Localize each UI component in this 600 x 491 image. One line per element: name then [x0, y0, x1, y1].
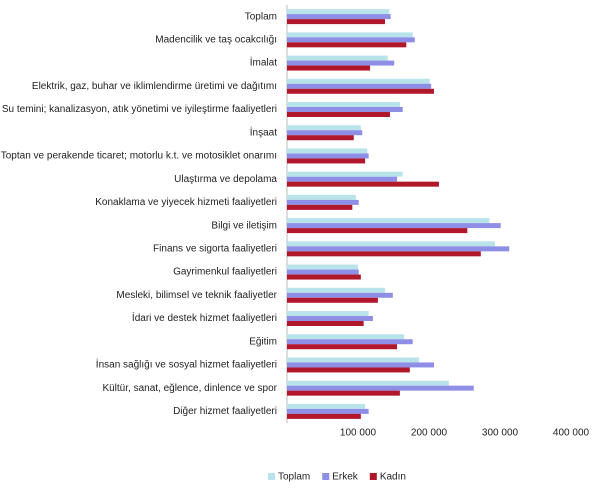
y-tick-label: İnsan sağlığı ve sosyal hizmet faaliyetl… [96, 358, 277, 371]
bar [287, 148, 368, 154]
y-tick-label: İmalat [250, 56, 277, 69]
bar [287, 112, 390, 117]
bar [287, 413, 361, 419]
bar [287, 181, 439, 187]
bar [287, 194, 356, 200]
bar [287, 88, 434, 94]
bar [287, 158, 366, 164]
bar [287, 344, 398, 350]
bar [287, 218, 490, 224]
x-tick-label: 100 000 [340, 428, 377, 439]
bar [287, 246, 510, 252]
legend-label: Kadın [380, 472, 406, 483]
bar [287, 176, 398, 182]
y-tick-label: Toptan ve perakende ticaret; motorlu k.t… [1, 151, 277, 162]
bar [287, 135, 354, 141]
bar [287, 65, 371, 71]
bar [287, 357, 420, 363]
bar [287, 321, 364, 326]
bar [287, 385, 474, 391]
bar [287, 55, 388, 61]
y-tick-label: Madencilik ve taş ocakcılığı [155, 34, 277, 45]
bar [287, 311, 369, 316]
bar [287, 339, 413, 345]
legend-label: Erkek [332, 472, 359, 483]
bar [287, 228, 468, 234]
bar [287, 130, 363, 136]
bar [287, 107, 403, 112]
y-tick-label: Konaklama ve yiyecek hizmeti faaliyetler… [95, 197, 277, 208]
y-tick-label: Elektrik, gaz, buhar ve iklimlendirme ür… [32, 81, 277, 92]
legend-label: Toplam [278, 472, 310, 483]
bar [287, 292, 393, 298]
y-tick-label: Kültür, sanat, eğlence, dinlence ve spor [102, 383, 277, 394]
bar [287, 408, 369, 414]
bar [287, 9, 390, 15]
y-tick-label: İnşaat [250, 125, 277, 138]
bar [287, 32, 413, 38]
y-tick-label: Eğitim [249, 336, 277, 347]
legend-swatch [322, 473, 330, 480]
bar [287, 125, 361, 131]
bar [287, 297, 378, 303]
bar [287, 274, 361, 280]
bar [287, 42, 407, 48]
y-tick-label: Bilgi ve iletişim [211, 220, 277, 231]
bar [287, 14, 391, 20]
x-tick-label: 200 000 [411, 428, 448, 439]
x-tick-label: 400 000 [553, 428, 590, 439]
legend-swatch [268, 473, 275, 480]
legend-swatch [369, 473, 377, 480]
y-tick-label: Toplam [245, 11, 277, 22]
bar [287, 83, 432, 89]
y-tick-label: Finans ve sigorta faaliyetleri [153, 243, 277, 254]
bar [287, 390, 400, 396]
bar [287, 19, 385, 25]
bar [287, 199, 359, 205]
y-tick-label: Gayrimenkul faaliyetleri [173, 267, 277, 278]
y-tick-label: İdari ve destek hizmet faaliyetleri [132, 311, 277, 324]
bar [287, 37, 415, 43]
bar [287, 241, 496, 247]
y-tick-label: Ulaştırma ve depolama [174, 174, 277, 185]
bar [287, 316, 373, 321]
bar [287, 171, 403, 177]
bar [287, 380, 449, 386]
bar [287, 60, 395, 66]
bar [287, 287, 385, 293]
bar [287, 362, 434, 368]
y-tick-label: Mesleki, bilimsel ve teknik faaliyetler [116, 290, 277, 301]
bar [287, 403, 366, 409]
bar [287, 269, 359, 275]
bar [287, 334, 405, 340]
bar [287, 153, 369, 159]
x-tick-label: 300 000 [482, 428, 519, 439]
bar [287, 223, 501, 229]
bar [287, 78, 430, 84]
bar [287, 204, 353, 210]
y-tick-label: Diğer hizmet faaliyetleri [173, 406, 277, 417]
bar [287, 367, 410, 373]
bar [287, 264, 358, 270]
bar [287, 251, 481, 257]
bar [287, 102, 400, 107]
y-tick-label: Su temini; kanalizasyon, atık yönetimi v… [2, 104, 277, 115]
